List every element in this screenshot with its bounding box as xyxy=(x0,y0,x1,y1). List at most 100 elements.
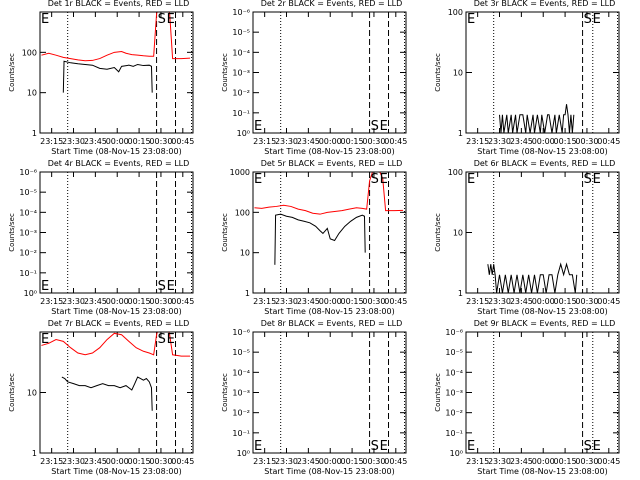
y-tick-label: 1 xyxy=(245,289,250,298)
y-tick-label: 10⁻⁴ xyxy=(445,368,463,377)
y-tick-label: 10⁻¹ xyxy=(232,429,250,438)
y-axis-label: Counts/sec xyxy=(434,373,442,412)
panel-title: Det 2r BLACK = Events, RED = LLD xyxy=(261,0,403,8)
x-tick-label: 00:00 xyxy=(319,137,342,146)
x-tick-label: 23:15 xyxy=(466,297,489,306)
x-tick-label: 23:15 xyxy=(253,457,276,466)
x-tick-label: 00:00 xyxy=(532,137,555,146)
annotation: E xyxy=(380,119,388,134)
x-axis-label: Start Time (08-Nov-15 23:08:00) xyxy=(264,307,394,316)
y-tick-label: 10⁰ xyxy=(24,289,37,298)
x-tick-label: 23:15 xyxy=(253,137,276,146)
x-tick-label: 00:15 xyxy=(128,457,151,466)
y-tick-label: 10⁻² xyxy=(232,89,250,98)
series-line xyxy=(41,12,191,62)
series-line xyxy=(499,104,575,133)
panel: Det 4r BLACK = Events, RED = LLD Counts/s… xyxy=(8,159,194,316)
y-tick-label: 10 xyxy=(27,389,37,398)
y-axis-label: Counts/sec xyxy=(434,213,442,252)
annotation: E xyxy=(467,172,475,187)
y-axis-label: Counts/sec xyxy=(8,53,16,92)
panel-title: Det 5r BLACK = Events, RED = LLD xyxy=(261,159,403,168)
x-tick-label: 00:15 xyxy=(341,457,364,466)
plot-frame xyxy=(39,11,194,134)
x-tick-label: 00:30 xyxy=(362,457,385,466)
plot-frame xyxy=(39,171,194,294)
y-tick-label: 10⁻⁵ xyxy=(232,28,250,37)
panel: Det 6r BLACK = Events, RED = LLD Counts/s… xyxy=(434,159,620,316)
annotation: S xyxy=(584,172,592,187)
x-tick-label: 00:30 xyxy=(575,137,598,146)
x-axis-label: Start Time (08-Nov-15 23:08:00) xyxy=(477,147,607,156)
x-tick-label: 00:45 xyxy=(597,137,620,146)
y-tick-label: 10 xyxy=(240,249,250,258)
panel-title: Det 8r BLACK = Events, RED = LLD xyxy=(261,319,403,328)
annotation: E xyxy=(593,172,601,187)
x-tick-label: 23:30 xyxy=(275,457,298,466)
x-tick-label: 00:45 xyxy=(171,297,194,306)
x-tick-label: 23:45 xyxy=(84,457,107,466)
y-tick-label: 1 xyxy=(32,129,37,138)
panel: Det 8r BLACK = Events, RED = LLD Counts/s… xyxy=(221,319,407,476)
x-tick-label: 00:15 xyxy=(341,137,364,146)
x-tick-label: 23:30 xyxy=(488,457,511,466)
y-tick-label: 10⁻⁵ xyxy=(232,348,250,357)
series-line xyxy=(487,262,578,293)
y-tick-label: 10⁰ xyxy=(450,449,463,458)
annotation: S xyxy=(158,279,166,294)
y-tick-label: 10⁻⁴ xyxy=(19,208,37,217)
annotation: E xyxy=(254,172,262,187)
x-tick-label: 00:30 xyxy=(362,297,385,306)
y-tick-label: 100 xyxy=(22,48,37,57)
x-tick-label: 23:45 xyxy=(297,297,320,306)
annotation: E xyxy=(167,332,175,347)
x-tick-label: 00:30 xyxy=(149,457,172,466)
panel-title: Det 9r BLACK = Events, RED = LLD xyxy=(474,319,616,328)
panel: Det 3r BLACK = Events, RED = LLD Counts/s… xyxy=(434,0,620,156)
y-tick-label: 10⁻⁶ xyxy=(19,168,37,177)
y-axis-label: Counts/sec xyxy=(8,373,16,412)
annotation: E xyxy=(167,12,175,27)
x-tick-label: 00:00 xyxy=(319,297,342,306)
x-tick-label: 23:30 xyxy=(488,137,511,146)
x-tick-label: 00:45 xyxy=(171,457,194,466)
plot-frame xyxy=(465,11,620,134)
panel: Det 2r BLACK = Events, RED = LLD Counts/s… xyxy=(221,0,407,156)
y-axis-label: Counts/sec xyxy=(221,373,229,412)
annotation: S xyxy=(584,12,592,27)
y-tick-label: 10⁻² xyxy=(19,249,37,258)
x-tick-label: 23:30 xyxy=(62,457,85,466)
annotation: E xyxy=(467,439,475,454)
y-tick-label: 10 xyxy=(27,89,37,98)
x-tick-label: 23:45 xyxy=(297,457,320,466)
x-tick-label: 23:45 xyxy=(510,297,533,306)
annotation: E xyxy=(41,12,49,27)
panel-title: Det 3r BLACK = Events, RED = LLD xyxy=(474,0,616,8)
annotation: S xyxy=(371,439,379,454)
y-tick-label: 10⁻⁴ xyxy=(232,48,250,57)
y-tick-label: 10⁻¹ xyxy=(19,269,37,278)
y-axis-label: Counts/sec xyxy=(221,53,229,92)
x-tick-label: 23:15 xyxy=(253,297,276,306)
annotation: E xyxy=(380,172,388,187)
panel-title: Det 1r BLACK = Events, RED = LLD xyxy=(48,0,190,8)
annotation: S xyxy=(158,332,166,347)
y-tick-label: 10⁻¹ xyxy=(445,429,463,438)
y-tick-label: 10⁰ xyxy=(237,129,250,138)
x-axis-label: Start Time (08-Nov-15 23:08:00) xyxy=(51,467,181,476)
y-tick-label: 1 xyxy=(458,129,463,138)
y-tick-label: 10⁻³ xyxy=(232,69,250,78)
y-tick-label: 10⁻³ xyxy=(445,389,463,398)
x-tick-label: 23:15 xyxy=(40,457,63,466)
y-tick-label: 10⁻² xyxy=(445,409,463,418)
panel: Det 5r BLACK = Events, RED = LLD Counts/s… xyxy=(221,159,407,316)
y-tick-label: 10⁰ xyxy=(237,449,250,458)
panel-title: Det 7r BLACK = Events, RED = LLD xyxy=(48,319,190,328)
plot-frame xyxy=(252,331,407,454)
plot-frame xyxy=(39,331,194,454)
annotation: E xyxy=(41,279,49,294)
x-tick-label: 23:15 xyxy=(40,137,63,146)
y-tick-label: 10⁻⁵ xyxy=(19,188,37,197)
